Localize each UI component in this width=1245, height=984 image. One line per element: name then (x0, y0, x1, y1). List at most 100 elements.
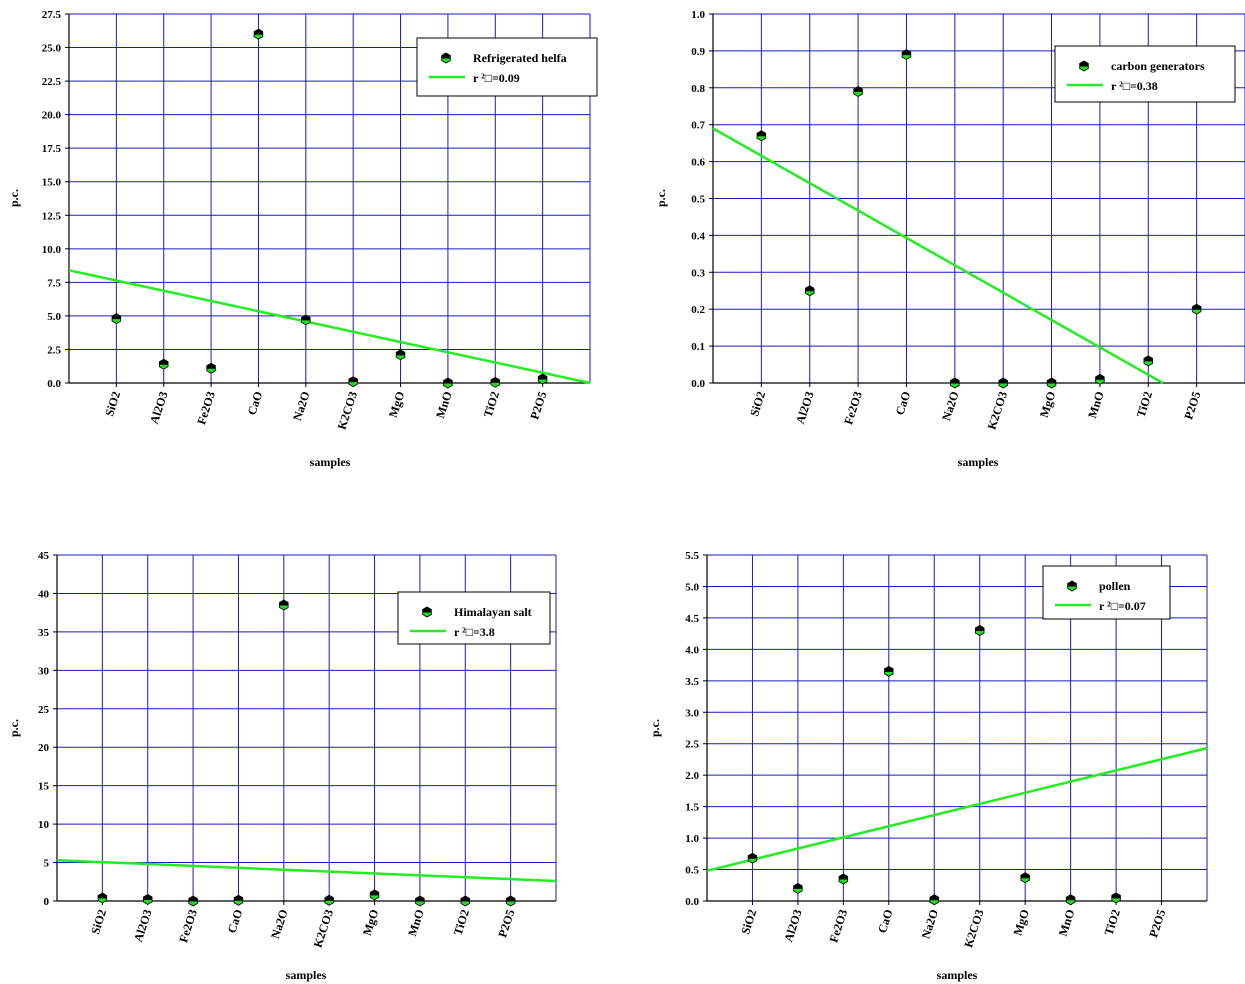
data-point (998, 377, 1008, 389)
y-axis-label: p.c. (7, 719, 21, 737)
y-tick-label: 15 (38, 781, 50, 793)
y-tick-label: 35 (38, 627, 50, 639)
data-point (793, 882, 803, 894)
data-point (884, 665, 894, 677)
legend-fit-label: r ²□=3.8 (454, 625, 495, 639)
x-tick-label: Fe2O3 (841, 390, 865, 427)
y-axis-label: p.c. (654, 189, 668, 207)
regression-line (706, 746, 1208, 873)
data-point (1143, 355, 1154, 367)
y-tick-label: 4.5 (685, 613, 699, 625)
legend: carbon generators r ²□=0.38 (1054, 45, 1236, 103)
data-point (1191, 303, 1202, 315)
x-tick-label: Na2O (939, 390, 962, 423)
data-point (838, 873, 849, 885)
data-point (804, 285, 815, 297)
regression-line (56, 858, 557, 883)
data-point (1020, 872, 1030, 884)
y-tick-label: 0.9 (691, 46, 705, 58)
data-point (1046, 377, 1057, 389)
legend-box (1054, 45, 1236, 103)
legend-box (1042, 565, 1171, 620)
y-tick-label: 3.5 (685, 676, 699, 688)
data-point (901, 49, 912, 61)
y-tick-label: 0.1 (691, 341, 705, 353)
y-tick-label: 45 (38, 550, 50, 562)
y-tick-label: 7.5 (47, 277, 61, 289)
data-point (974, 625, 985, 636)
y-tick-label: 0.6 (691, 157, 705, 169)
y-tick-label: 1.0 (691, 9, 705, 21)
y-tick-label: 20 (38, 742, 50, 754)
y-tick-label: 5 (44, 858, 50, 870)
x-tick-label: CaO (245, 390, 266, 417)
y-tick-label: 17.5 (42, 143, 62, 155)
y-tick-label: 25.0 (42, 43, 62, 55)
y-tick-label: 1.5 (685, 802, 699, 814)
x-tick-label: SiO2 (88, 908, 109, 936)
x-axis-label: samples (958, 455, 999, 469)
x-tick-label: TiO2 (451, 908, 472, 937)
data-point (756, 130, 767, 142)
x-tick-label: MgO (386, 390, 408, 420)
legend-fit-label: r ²□=0.09 (473, 71, 520, 85)
chart-panel-himalayan-salt: 0 5 10 15 20 25 30 35 40 45 SiO2 Al2O3 Fe2O3 CaO Na2O K… (7, 550, 557, 982)
x-tick-label: K2CO3 (311, 908, 336, 950)
x-tick-label: SiO2 (747, 390, 768, 418)
x-tick-label: CaO (225, 908, 246, 935)
legend: Refrigerated helfa r ²□=0.09 (416, 37, 598, 97)
data-point (188, 895, 198, 907)
x-tick-label: Na2O (290, 390, 313, 423)
data-point (505, 895, 516, 907)
x-tick-label: MnO (1056, 908, 1078, 938)
legend-marker-icon (441, 52, 451, 64)
data-point (97, 892, 108, 904)
y-tick-label: 22.5 (42, 76, 62, 88)
y-tick-label: 5.0 (47, 311, 61, 323)
legend-series-label: Refrigerated helfa (473, 51, 567, 65)
x-tick-label: Al2O3 (781, 908, 805, 944)
x-tick-label: TiO2 (1134, 390, 1155, 419)
x-tick-label: MgO (1037, 390, 1059, 420)
y-tick-label: 20.0 (42, 110, 62, 122)
legend-marker-icon (1067, 580, 1077, 592)
x-tick-label: MnO (1085, 390, 1107, 420)
data-point (950, 377, 960, 389)
data-point (490, 376, 501, 388)
y-tick-label: 12.5 (42, 210, 62, 222)
legend-marker-icon (422, 606, 432, 618)
y-tick-label: 5.0 (685, 581, 699, 593)
data-point (460, 895, 471, 907)
y-tick-label: 0.2 (691, 304, 705, 316)
x-tick-label: K2CO3 (335, 390, 360, 432)
data-point (395, 349, 406, 361)
data-point (929, 894, 940, 906)
y-tick-label: 25 (38, 704, 50, 716)
data-point (443, 377, 453, 389)
legend-series-label: Himalayan salt (454, 605, 532, 619)
legend-box (397, 591, 551, 645)
regression-line (68, 269, 591, 385)
x-axis-label: samples (937, 968, 978, 982)
data-point (111, 313, 122, 325)
x-tick-label: P2O5 (1146, 908, 1168, 940)
y-tick-label: 0.0 (691, 378, 705, 390)
chart-panel-carbon-generators: 0.0 0.1 0.2 0.3 0.4 0.5 0.6 0.7 0.8 0.9 1.0 SiO2 Al2… (654, 9, 1245, 469)
x-tick-label: P2O5 (495, 908, 517, 940)
x-tick-label: Fe2O3 (826, 908, 850, 945)
x-tick-label: CaO (875, 908, 896, 935)
x-tick-label: P2O5 (527, 390, 549, 422)
x-tick-label: MgO (360, 908, 382, 938)
y-tick-label: 10 (38, 819, 50, 831)
y-tick-label: 0.5 (691, 194, 705, 206)
chart-panel-pollen: 0.0 0.5 1.0 1.5 2.0 2.5 3.0 3.5 4.0 4.5 5.0 5.5 SiO2… (648, 550, 1208, 982)
x-tick-label: K2CO3 (961, 908, 986, 950)
x-tick-label: Fe2O3 (176, 908, 200, 945)
legend-series-label: carbon generators (1111, 59, 1205, 73)
data-point (348, 376, 358, 388)
chart-panel-refrigerated-helfa: 0.0 2.5 5.0 7.5 10.0 12.5 15.0 17.5 20.0 22.5 25.0… (7, 9, 598, 469)
x-tick-label: MnO (433, 390, 455, 420)
x-tick-label: P2O5 (1181, 390, 1203, 422)
legend-fit-label: r ²□=0.07 (1099, 599, 1146, 613)
y-tick-label: 5.5 (685, 550, 699, 562)
